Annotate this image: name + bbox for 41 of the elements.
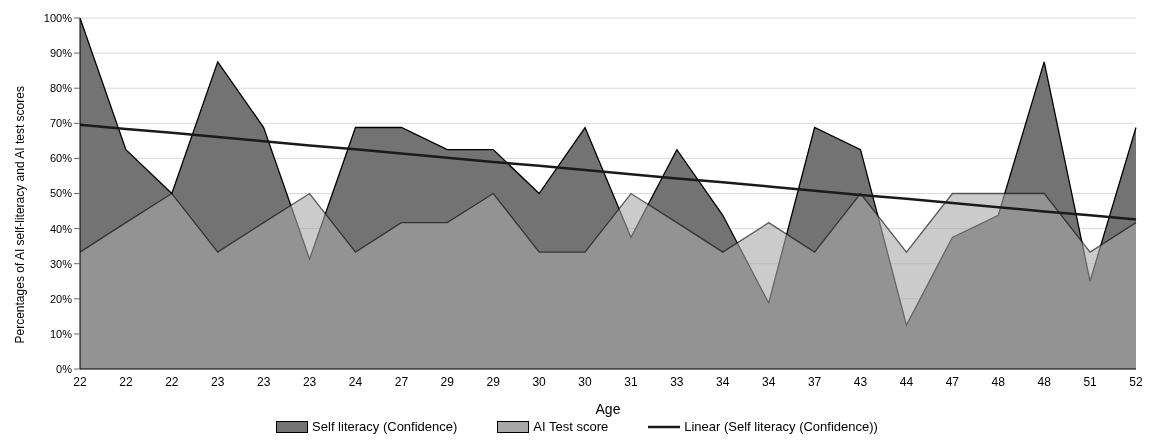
x-tick-label: 30 — [578, 374, 593, 389]
x-tick-label: 30 — [532, 374, 547, 389]
x-tick-label: 34 — [716, 374, 730, 389]
x-tick-label: 27 — [394, 374, 409, 389]
x-tick-label: 47 — [945, 374, 960, 389]
x-tick-label: 48 — [1037, 374, 1052, 389]
x-tick-label: 51 — [1083, 374, 1098, 389]
y-tick-label: 0% — [56, 362, 73, 375]
x-tick-label: 37 — [807, 374, 822, 389]
y-axis-title: Percentages of AI self-literacy and AI test scores — [13, 86, 28, 344]
x-tick-label: 31 — [624, 374, 638, 389]
y-tick-label: 90% — [49, 47, 73, 59]
x-tick-label: 22 — [73, 374, 87, 389]
x-tick-label: 23 — [302, 374, 317, 389]
x-tick-label: 24 — [348, 374, 363, 389]
y-tick-label: 40% — [49, 222, 73, 235]
x-axis-title: Age — [595, 401, 621, 417]
y-tick-label: 80% — [49, 82, 73, 95]
x-tick-label: 23 — [211, 374, 225, 389]
y-tick-label: 10% — [49, 327, 73, 340]
x-tick-label: 52 — [1129, 374, 1143, 389]
x-tick-label: 22 — [165, 374, 179, 389]
x-tick-label: 23 — [256, 374, 271, 389]
legend-label: AI Test score — [533, 419, 609, 434]
x-tick-label: 29 — [486, 374, 501, 389]
x-tick-label: 34 — [762, 374, 776, 389]
x-tick-label: 22 — [119, 374, 133, 389]
y-tick-label: 60% — [49, 152, 73, 165]
y-tick-label: 20% — [49, 292, 73, 305]
x-tick-label: 44 — [899, 374, 914, 389]
y-tick-label: 70% — [49, 117, 73, 130]
legend-label: Linear (Self literacy (Confidence)) — [684, 419, 878, 434]
y-tick-label: 100% — [43, 11, 73, 24]
x-tick-label: 43 — [853, 374, 868, 389]
y-tick-label: 50% — [49, 187, 73, 200]
x-tick-label: 48 — [991, 374, 1006, 389]
legend-label: Self literacy (Confidence) — [312, 419, 458, 434]
line-series — [78, 123, 1138, 221]
x-tick-label: 29 — [440, 374, 455, 389]
x-tick-label: 33 — [670, 374, 684, 389]
y-tick-label: 30% — [49, 257, 73, 270]
